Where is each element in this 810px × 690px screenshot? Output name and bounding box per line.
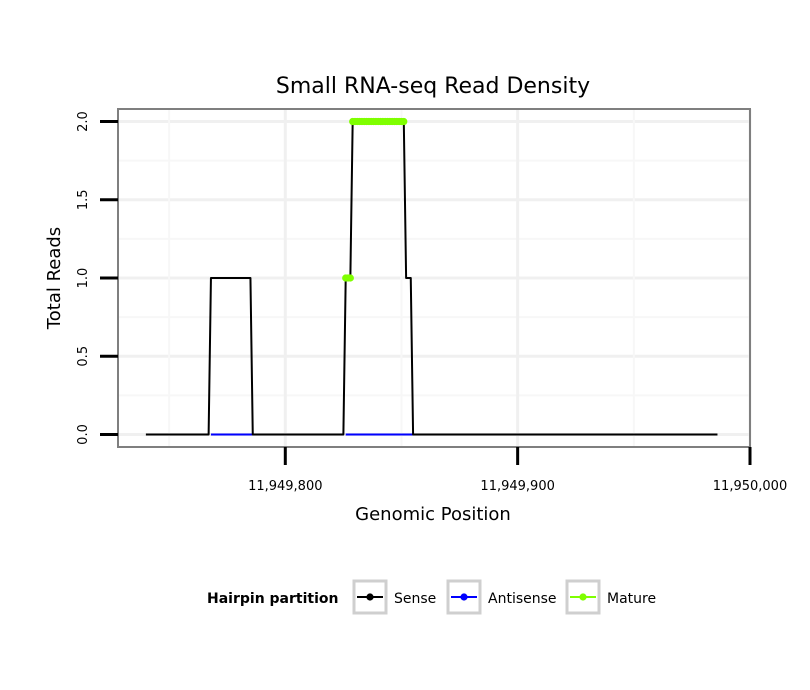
plot-panel xyxy=(117,108,752,448)
legend: Hairpin partition Sense Antisense Mature xyxy=(207,579,656,615)
legend-label: Sense xyxy=(394,591,436,607)
legend-entry-sense: Sense xyxy=(352,579,436,615)
legend-title: Hairpin partition xyxy=(207,591,338,607)
series-layer xyxy=(145,117,718,436)
y-axis-title: Total Reads xyxy=(44,227,65,330)
legend-entry-mature: Mature xyxy=(565,579,656,615)
legend-entry-antisense: Antisense xyxy=(446,579,557,615)
legend-entries: Sense Antisense Mature xyxy=(352,579,656,615)
y-tick-label: 1.0 xyxy=(76,268,91,289)
x-axis-title: Genomic Position xyxy=(355,504,511,525)
y-axis: 0.0 0.5 1.0 1.5 2.0 xyxy=(76,111,118,445)
chart-title: Small RNA-seq Read Density xyxy=(276,74,590,99)
y-tick-label: 0.0 xyxy=(76,424,91,445)
legend-label: Antisense xyxy=(488,591,557,607)
legend-label: Mature xyxy=(607,591,656,607)
y-tick-label: 0.5 xyxy=(76,346,91,367)
legend-key-point xyxy=(460,593,468,601)
legend-key-point xyxy=(366,593,374,601)
y-tick-label: 2.0 xyxy=(76,111,91,132)
series-point-mature xyxy=(346,274,354,282)
series-point-mature xyxy=(400,117,408,126)
x-tick-label: 11,949,900 xyxy=(480,479,554,494)
legend-key-point xyxy=(579,593,587,601)
x-tick-label: 11,950,000 xyxy=(713,479,787,494)
y-tick-label: 1.5 xyxy=(76,189,91,210)
x-axis: 11,949,800 11,949,900 11,950,000 xyxy=(248,447,787,494)
x-tick-label: 11,949,800 xyxy=(248,479,322,494)
